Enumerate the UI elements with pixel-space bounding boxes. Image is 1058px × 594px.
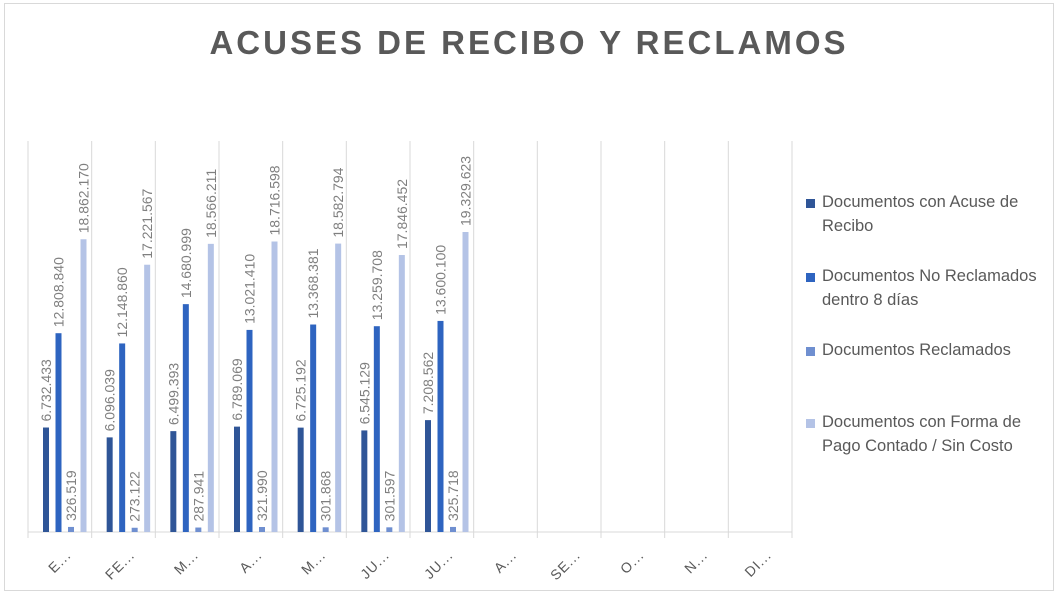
bar <box>246 329 253 532</box>
category-label: M... <box>171 547 202 578</box>
legend-item: Documentos Reclamados <box>806 338 1051 362</box>
legend-label: Documentos Reclamados <box>822 341 1011 359</box>
bar <box>170 431 177 532</box>
bar <box>297 427 304 532</box>
chart-title: ACUSES DE RECIBO Y RECLAMOS <box>209 24 849 61</box>
data-label: 13.021.410 <box>242 254 258 324</box>
bar <box>207 243 214 532</box>
data-label: 6.725.192 <box>293 359 309 421</box>
bar <box>195 527 202 532</box>
data-label: 18.582.794 <box>330 167 346 237</box>
bar <box>437 320 444 532</box>
data-label: 6.545.129 <box>356 362 372 424</box>
data-label: 287.941 <box>190 471 206 522</box>
legend-swatch <box>806 419 815 428</box>
legend-swatch <box>806 347 815 356</box>
data-label: 18.716.598 <box>267 165 283 235</box>
category-label: E... <box>45 547 74 576</box>
category-label: FE... <box>102 547 138 583</box>
bar <box>462 232 469 532</box>
data-label: 13.600.100 <box>433 245 449 315</box>
data-label: 18.862.170 <box>76 163 92 233</box>
bar <box>43 427 49 532</box>
category-label: A... <box>236 547 265 576</box>
data-label: 17.221.567 <box>139 188 155 258</box>
legend-swatch <box>806 199 815 208</box>
bar <box>259 527 265 532</box>
category-label: JU... <box>357 547 392 582</box>
legend-swatch <box>806 273 815 282</box>
bar <box>131 527 138 532</box>
data-label: 326.519 <box>63 470 79 521</box>
category-label: JU... <box>421 547 456 582</box>
bar <box>144 264 151 532</box>
chart-area <box>4 3 1054 591</box>
data-label: 13.368.381 <box>305 248 321 318</box>
data-label: 19.329.623 <box>458 156 474 226</box>
bar <box>425 420 431 532</box>
bar <box>106 437 113 532</box>
legend-label: Documentos con Acuse de Recibo <box>822 193 1019 235</box>
data-label: 6.732.433 <box>38 359 54 421</box>
category-label: N... <box>681 547 711 577</box>
data-label: 6.789.069 <box>229 358 245 420</box>
legend-item: Documentos con Acuse de Recibo <box>806 190 1051 238</box>
data-label: 12.148.860 <box>114 267 130 337</box>
data-label: 301.868 <box>318 470 334 521</box>
bar <box>68 526 74 532</box>
bar <box>335 243 342 533</box>
data-label: 321.990 <box>254 470 270 521</box>
bar <box>234 426 240 532</box>
bar <box>450 526 456 532</box>
category-label: O... <box>617 547 647 577</box>
legend-item: Documentos con Forma de Pago Contado / S… <box>806 410 1051 458</box>
bar <box>322 527 329 532</box>
legend-label: Documentos No Reclamados dentro 8 días <box>822 267 1037 309</box>
bar <box>119 343 126 532</box>
bar <box>80 239 87 532</box>
bar <box>361 430 368 532</box>
data-label: 14.680.999 <box>178 228 194 298</box>
data-label: 7.208.562 <box>420 352 436 414</box>
data-label: 6.096.039 <box>102 369 118 431</box>
bar <box>182 304 189 532</box>
bar <box>55 333 62 532</box>
bar <box>271 241 278 532</box>
data-label: 6.499.393 <box>165 363 181 425</box>
category-label: SE... <box>547 547 583 583</box>
bar <box>398 255 405 532</box>
legend-label: Documentos con Forma de Pago Contado / S… <box>822 413 1022 455</box>
data-label: 12.808.840 <box>51 257 67 327</box>
bar <box>310 324 317 532</box>
bar <box>373 326 380 532</box>
data-label: 13.259.708 <box>369 250 385 320</box>
data-label: 17.846.452 <box>394 179 410 249</box>
data-label: 325.718 <box>445 470 461 521</box>
bar <box>386 527 393 532</box>
category-label: DI... <box>741 547 774 580</box>
legend-item: Documentos No Reclamados dentro 8 días <box>806 264 1051 312</box>
data-label: 273.122 <box>127 471 143 522</box>
category-label: M... <box>298 547 329 578</box>
category-label: A... <box>491 547 520 576</box>
data-label: 301.597 <box>381 470 397 521</box>
data-label: 18.566.211 <box>203 169 219 238</box>
